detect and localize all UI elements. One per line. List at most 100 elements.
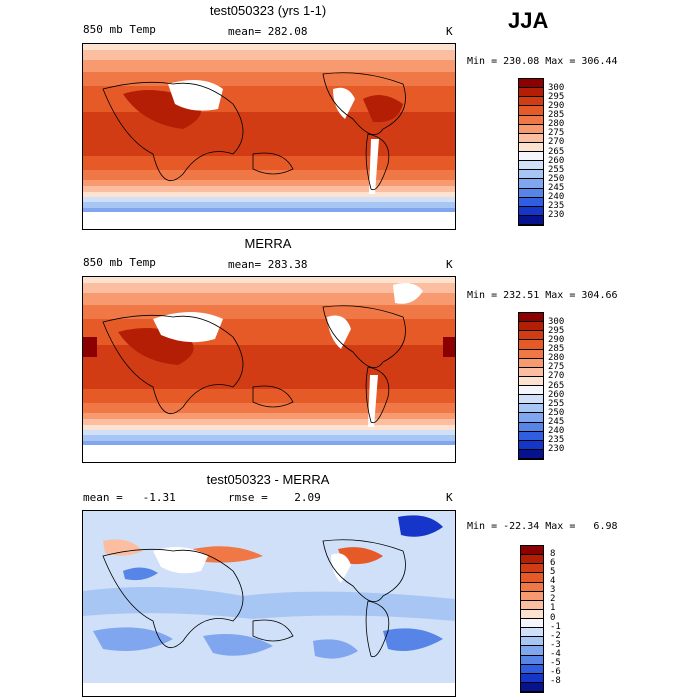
colorbar-swatch xyxy=(521,546,543,556)
minmax-label-model: Min = 230.08 Max = 306.44 xyxy=(467,56,618,67)
map-canvas-diff xyxy=(83,511,455,696)
colorbar-tick: 245 xyxy=(548,417,565,427)
colorbar-tick: 285 xyxy=(548,344,565,354)
colorbar-model xyxy=(518,78,544,226)
band xyxy=(83,430,455,435)
colorbar-tick: 290 xyxy=(548,335,565,345)
colorbar-tick: 240 xyxy=(548,426,565,436)
colorbar-swatch xyxy=(521,619,543,629)
colorbar-swatch xyxy=(521,555,543,565)
colorbar-tick: -5 xyxy=(550,658,561,668)
colorbar-tick: 280 xyxy=(548,119,565,129)
colorbar-tick: 260 xyxy=(548,390,565,400)
coastline-australia xyxy=(252,619,294,642)
temperature-map-model xyxy=(82,43,456,230)
colorbar-swatch xyxy=(521,655,543,665)
band xyxy=(83,435,455,441)
coastline-north-america xyxy=(322,539,406,603)
units-label-model: K xyxy=(446,25,453,38)
colorbar-tick: 275 xyxy=(548,362,565,372)
colorbar-swatch xyxy=(519,404,543,414)
colorbar-tick: 285 xyxy=(548,110,565,120)
colorbar-swatch xyxy=(519,124,543,134)
colorbar-tick: 230 xyxy=(548,444,565,454)
band xyxy=(83,283,455,293)
band xyxy=(83,72,455,86)
colorbar-swatch xyxy=(519,79,543,89)
temperature-map-obs xyxy=(82,276,456,463)
colorbar-tick: 270 xyxy=(548,137,565,147)
colorbar-tick: 235 xyxy=(548,435,565,445)
colorbar-tick: 230 xyxy=(548,210,565,220)
colorbar-tick: 265 xyxy=(548,381,565,391)
band xyxy=(83,50,455,60)
mean-label-obs: mean= 283.38 xyxy=(228,258,308,271)
temperature-map-diff xyxy=(82,510,456,697)
colorbar-swatch xyxy=(519,422,543,432)
colorbar-tick: -1 xyxy=(550,622,561,632)
coastline-north-america xyxy=(322,305,406,369)
colorbar-diff xyxy=(520,545,544,693)
colorbar-swatch xyxy=(521,573,543,583)
colorbar-tick: 255 xyxy=(548,165,565,175)
colorbar-tick: 4 xyxy=(550,576,556,586)
colorbar-tick: -3 xyxy=(550,640,561,650)
coastline-australia xyxy=(252,152,294,175)
colorbar-swatch xyxy=(519,340,543,350)
colorbar-tick: -6 xyxy=(550,667,561,677)
colorbar-obs xyxy=(518,312,544,460)
band xyxy=(83,44,455,50)
band xyxy=(83,112,455,156)
mask-andes xyxy=(368,375,378,427)
colorbar-swatch xyxy=(519,97,543,107)
colorbar-swatch xyxy=(519,358,543,368)
band xyxy=(83,186,455,192)
colorbar-swatch xyxy=(519,206,543,216)
colorbar-tick: 255 xyxy=(548,399,565,409)
colorbar-tick: 275 xyxy=(548,128,565,138)
colorbar-tick: 260 xyxy=(548,156,565,166)
colorbar-tick: 8 xyxy=(550,549,556,559)
hot-region-namerica xyxy=(363,95,403,123)
mask-rockies xyxy=(327,315,351,349)
coastline-eurasia-africa xyxy=(102,81,244,181)
colorbar-swatch xyxy=(519,376,543,386)
colorbar-swatch xyxy=(519,197,543,207)
colorbar-tick: 235 xyxy=(548,201,565,211)
colorbar-tick: -8 xyxy=(550,676,561,686)
colorbar-swatch xyxy=(521,591,543,601)
colorbar-swatch xyxy=(521,582,543,592)
mask-rockies xyxy=(331,553,351,583)
diff-patch xyxy=(123,567,158,581)
colorbar-swatch xyxy=(521,646,543,656)
map-canvas-obs xyxy=(83,277,455,462)
band xyxy=(83,441,455,445)
colorbar-swatch xyxy=(519,449,543,459)
hot-region-east-edge xyxy=(443,337,455,357)
colorbar-tick: 2 xyxy=(550,594,556,604)
colorbar-swatch xyxy=(519,115,543,125)
colorbar-tick: 250 xyxy=(548,408,565,418)
band xyxy=(83,419,455,425)
diff-patch xyxy=(313,639,358,659)
units-label-obs: K xyxy=(446,258,453,271)
panel-title-diff: test050323 - MERRA xyxy=(206,472,330,487)
panel-title-obs: MERRA xyxy=(244,236,292,251)
band xyxy=(83,425,455,430)
mask-tibet xyxy=(153,547,208,574)
colorbar-swatch xyxy=(519,106,543,116)
colorbar-tick: 1 xyxy=(550,603,556,613)
colorbar-tick: 270 xyxy=(548,371,565,381)
colorbar-tick: 295 xyxy=(548,326,565,336)
mean-label-model: mean= 282.08 xyxy=(228,25,308,38)
band xyxy=(83,180,455,186)
colorbar-tick: 300 xyxy=(548,83,565,93)
colorbar-tick: -2 xyxy=(550,631,561,641)
colorbar-swatch xyxy=(521,628,543,638)
colorbar-swatch xyxy=(519,431,543,441)
colorbar-swatch xyxy=(519,413,543,423)
colorbar-tick: 6 xyxy=(550,558,556,568)
minmax-label-obs: Min = 232.51 Max = 304.66 xyxy=(467,290,618,301)
colorbar-swatch xyxy=(521,600,543,610)
colorbar-swatch xyxy=(519,322,543,332)
